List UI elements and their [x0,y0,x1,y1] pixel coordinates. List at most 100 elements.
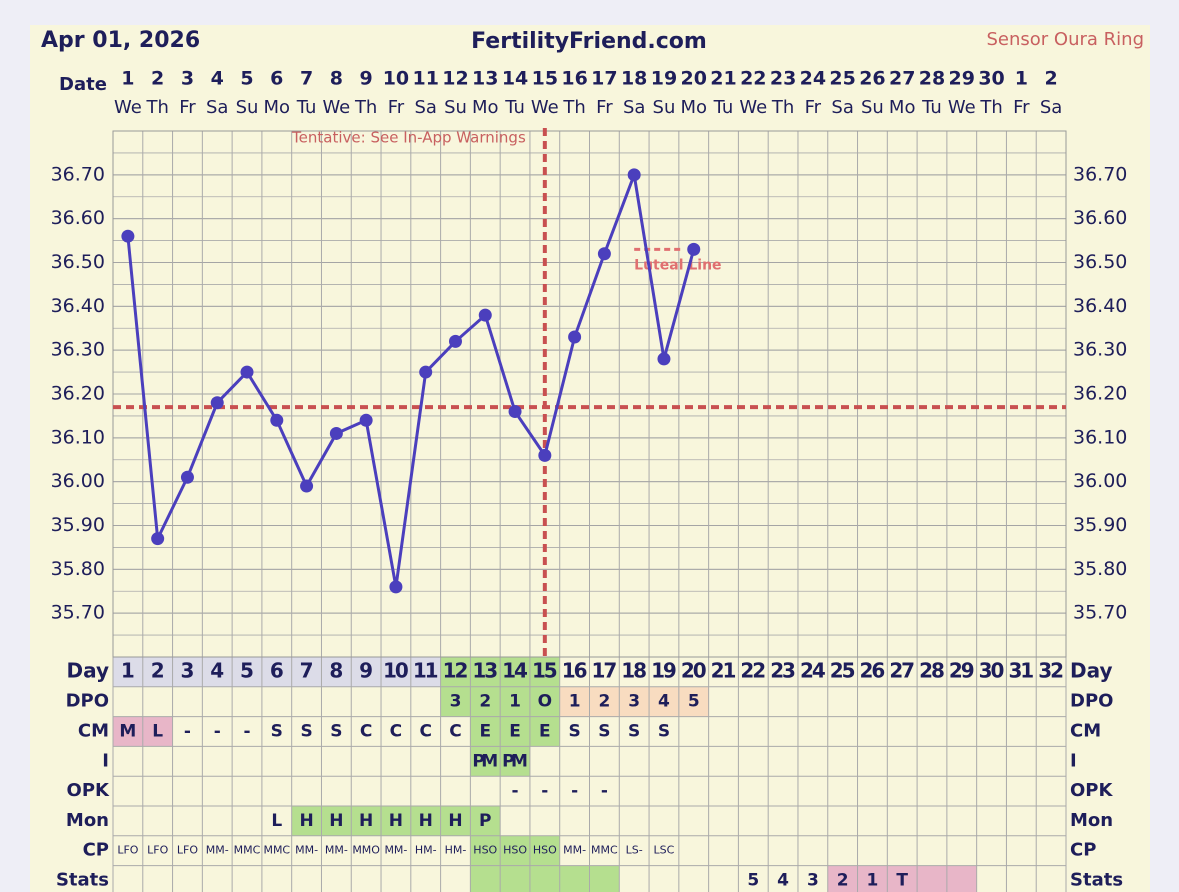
table-cell: LFO [177,844,198,857]
date-label: 1 [121,68,134,90]
temperature-point [448,334,462,348]
table-cell: H [359,811,373,831]
table-cell: 2 [598,692,610,712]
table-cell: S [300,722,312,742]
y-tick-label: 36.40 [51,295,105,317]
table-cell: 3 [450,692,462,712]
table-cell: 6 [270,658,284,682]
y-tick-label-right: 36.60 [1073,207,1127,229]
cell-fill [500,746,530,777]
weekday-label: We [739,97,767,118]
table-cell: 18 [621,658,647,682]
date-label: 14 [502,68,528,90]
temperature-point [359,413,373,427]
cell-fill [172,657,203,687]
table-cell: 4 [777,871,789,891]
table-cell: 19 [651,658,677,682]
temperature-point [508,405,522,419]
temperature-point [568,330,582,344]
weekday-label: Fr [388,97,405,118]
table-cell: L [271,811,282,831]
temperature-point [597,247,611,261]
cell-fill [500,686,530,717]
table-cell: 25 [830,658,856,682]
y-tick-label: 36.50 [51,251,105,273]
cell-fill [440,806,471,836]
date-label: 17 [591,68,617,90]
cell-fill [291,806,322,836]
y-tick-label: 35.90 [51,514,105,536]
date-label: 20 [681,68,707,90]
table-cell: M [119,722,136,742]
date-label: 6 [270,68,283,90]
table-cell: 2 [479,692,491,712]
temperature-point [270,413,284,427]
table-cell: 2 [837,871,849,891]
y-tick-label: 36.00 [51,470,105,492]
temperature-point [151,532,165,546]
table-cell: C [360,722,372,742]
site-name: FertilityFriend.com [471,29,707,54]
cell-fill [500,716,530,747]
table-cell: 16 [562,658,588,682]
cell-fill [529,657,560,687]
y-tick-label-right: 36.50 [1073,251,1127,273]
weekday-label: Th [562,97,585,118]
y-tick-label: 36.60 [51,207,105,229]
temperature-point [389,580,403,594]
table-cell: HSO [533,844,557,857]
cell-fill [113,657,143,687]
weekday-label: Su [444,97,467,118]
row-label: Day [66,658,109,682]
table-cell: H [299,811,313,831]
row-label-right: I [1070,750,1077,771]
cell-fill [529,716,560,747]
table-cell: MM- [325,844,348,857]
weekday-label: Th [145,97,168,118]
row-label-right: CP [1070,840,1096,861]
temperature-point [121,229,135,243]
cell-fill [559,865,590,892]
table-cell: 5 [688,692,700,712]
row-label-right: OPK [1070,780,1113,801]
cell-fill [529,865,560,892]
y-tick-label-right: 36.70 [1073,163,1127,185]
table-cell: MMC [234,844,261,857]
row-label: CP [83,840,109,861]
table-cell: H [419,811,433,831]
cell-fill [321,657,352,687]
date-label: 26 [859,68,885,90]
table-cell: 31 [1008,658,1034,682]
date-label: 10 [383,68,409,90]
weekday-label: Tu [713,97,734,118]
cell-fill [321,806,352,836]
row-label: Stats [56,870,109,891]
temperature-point [627,168,641,182]
weekday-label: Sa [831,97,853,118]
table-cell: 12 [443,658,469,682]
cell-fill [589,686,620,717]
table-cell: MM- [563,844,586,857]
table-cell: 30 [979,658,1005,682]
weekday-label: Tu [504,97,525,118]
table-cell: 13 [472,658,498,682]
table-cell: 17 [592,658,618,682]
cell-fill [202,657,233,687]
date-label: 12 [442,68,468,90]
cell-fill [529,835,560,866]
table-cell: S [271,722,283,742]
table-cell: LFO [147,844,168,857]
cell-fill [381,806,411,836]
cell-fill [291,657,322,687]
date-label: 2 [1044,68,1057,90]
row-label: I [102,750,109,771]
date-label: 16 [561,68,587,90]
table-cell: 23 [770,658,796,682]
table-cell: 27 [889,658,915,682]
table-cell: 21 [711,658,737,682]
table-cell: 22 [740,658,766,682]
date-label: 30 [978,68,1004,90]
date-label: 8 [330,68,343,90]
table-cell: 32 [1038,658,1064,682]
cell-fill [440,657,471,687]
